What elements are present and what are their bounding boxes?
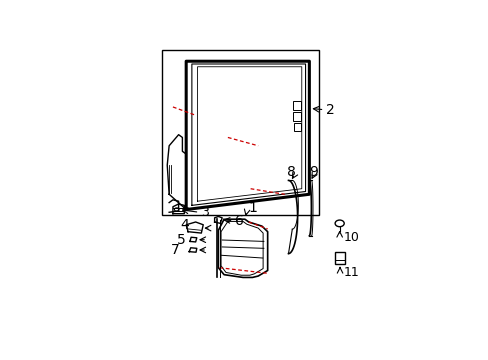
Text: 11: 11	[343, 266, 359, 279]
Bar	[161, 50, 318, 215]
Bar	[292, 112, 301, 121]
Text: 3: 3	[201, 206, 209, 219]
Bar	[292, 101, 301, 110]
Text: 2: 2	[326, 103, 334, 117]
Text: 1: 1	[248, 201, 257, 215]
Text: 4: 4	[180, 218, 189, 232]
Text: 8: 8	[286, 165, 295, 179]
Bar	[334, 252, 345, 264]
Bar	[293, 123, 300, 131]
Text: 5: 5	[176, 233, 185, 247]
Text: 6: 6	[235, 214, 244, 228]
Text: 7: 7	[171, 243, 180, 257]
Circle shape	[174, 208, 179, 211]
Text: 9: 9	[308, 165, 317, 179]
Circle shape	[334, 220, 344, 227]
Text: 10: 10	[343, 231, 359, 244]
